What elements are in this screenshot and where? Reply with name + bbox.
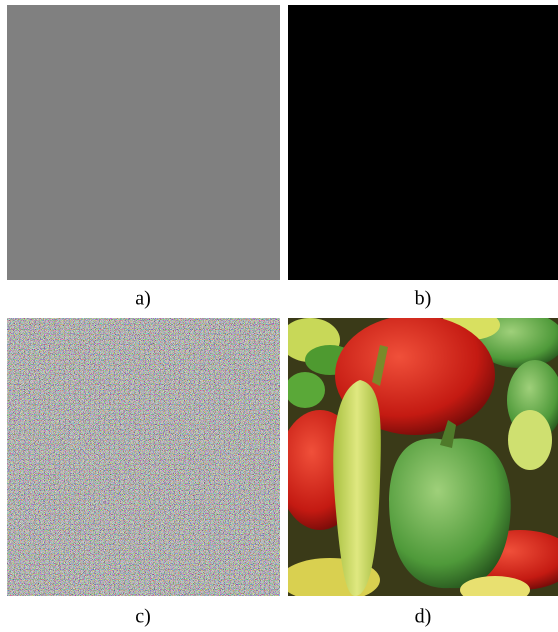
panel-label: b) (415, 288, 432, 310)
gray-image (7, 5, 280, 280)
black-image (288, 5, 558, 280)
peppers-image (288, 318, 558, 596)
panel-label: d) (415, 606, 432, 628)
panel-label: c) (135, 606, 151, 628)
panel-label: a) (135, 288, 151, 310)
noise-image (7, 318, 280, 596)
